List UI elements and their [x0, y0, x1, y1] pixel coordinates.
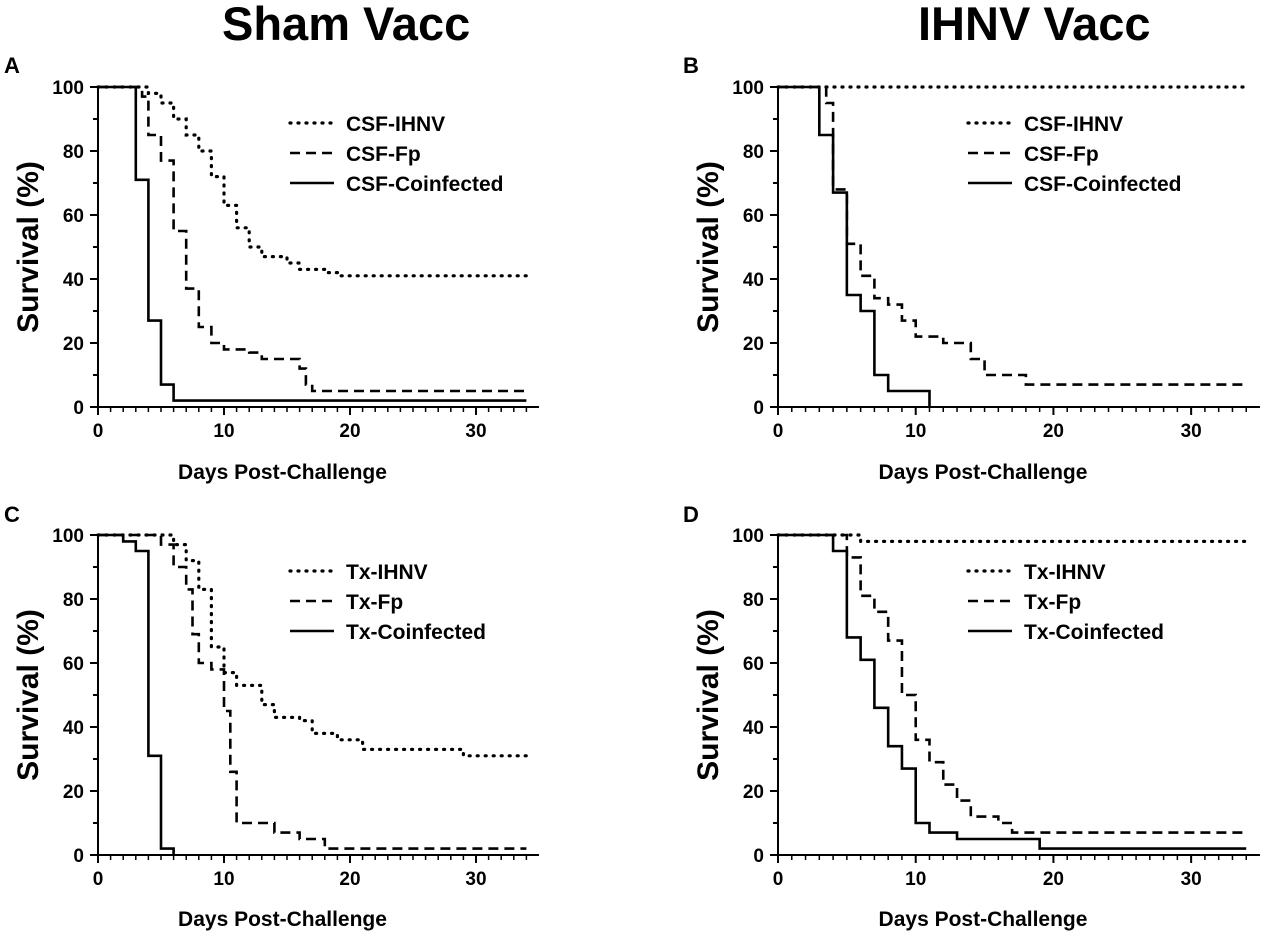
panel-c: C 0 20 40 60 80 100 0 10 20 30 Days Post-Challenge S…: [4, 502, 539, 931]
y-tick-label: 100: [52, 526, 84, 547]
y-axis-title: Survival (%): [692, 609, 725, 781]
y-tick-label: 0: [753, 398, 764, 419]
x-tick-label: 0: [93, 869, 104, 890]
y-tick-label: 80: [743, 142, 764, 163]
y-tick-label: 20: [63, 782, 84, 803]
legend-label: Tx-IHNV: [1024, 561, 1106, 584]
legend-label: CSF-Fp: [1024, 143, 1099, 166]
series-line-csf-fp: [98, 85, 527, 393]
x-axis-title: Days Post-Challenge: [178, 461, 387, 484]
legend-label: CSF-Fp: [346, 143, 421, 166]
y-tick-label: 40: [743, 270, 764, 291]
legend-label: Tx-Coinfected: [1024, 621, 1164, 644]
y-tick-label: 40: [63, 718, 84, 739]
series-line-csf-coinfected: [778, 85, 931, 407]
legend-label: Tx-IHNV: [346, 561, 428, 584]
x-tick-label: 10: [905, 869, 926, 890]
y-axis-title: Survival (%): [12, 609, 45, 781]
y-tick-label: 60: [743, 206, 764, 227]
panel-b: B 0 20 40 60 80 100 0 10 20 30 Days Post-Challenge S…: [683, 53, 1260, 484]
y-tick-label: 60: [63, 206, 84, 227]
y-tick-label: 100: [52, 78, 84, 99]
legend-label: Tx-Coinfected: [346, 621, 486, 644]
series-line-tx-coinfected: [98, 533, 175, 855]
x-tick-label: 0: [773, 421, 784, 442]
x-tick-label: 10: [213, 869, 234, 890]
panel-d: D 0 20 40 60 80 100 0 10 20 30 Days Post-Challenge S…: [683, 502, 1260, 931]
x-tick-label: 0: [773, 869, 784, 890]
series-line-csf-fp: [778, 85, 1247, 386]
y-tick-label: 100: [732, 526, 764, 547]
panel-label: A: [4, 53, 20, 78]
legend-label: CSF-IHNV: [1024, 113, 1123, 136]
y-axis-title: Survival (%): [12, 161, 45, 333]
y-tick-label: 40: [63, 270, 84, 291]
x-axis-title: Days Post-Challenge: [879, 908, 1088, 931]
y-tick-label: 100: [732, 78, 764, 99]
series-line-csf-ihnv: [96, 85, 528, 278]
series-line-tx-ihnv: [776, 533, 1248, 547]
x-tick-label: 30: [1181, 869, 1202, 890]
y-tick-label: 0: [73, 846, 84, 867]
series-line-tx-ihnv: [96, 533, 528, 764]
series-line-tx-fp: [98, 533, 527, 850]
legend-label: CSF-IHNV: [346, 113, 445, 136]
y-tick-label: 20: [743, 782, 764, 803]
x-tick-label: 0: [93, 421, 104, 442]
panel-label: B: [683, 53, 699, 78]
column-title-ihnv-vacc: IHNV Vacc: [918, 0, 1151, 50]
y-tick-label: 60: [63, 654, 84, 675]
y-tick-label: 0: [73, 398, 84, 419]
y-tick-label: 80: [63, 142, 84, 163]
series-line-tx-coinfected: [778, 533, 1247, 850]
x-tick-label: 30: [465, 869, 486, 890]
x-tick-label: 30: [465, 421, 486, 442]
legend-label: Tx-Fp: [346, 591, 403, 614]
y-tick-label: 0: [753, 846, 764, 867]
x-tick-label: 10: [213, 421, 234, 442]
x-tick-label: 10: [905, 421, 926, 442]
legend-label: CSF-Coinfected: [1024, 173, 1182, 196]
series-line-tx-fp: [778, 533, 1247, 834]
x-axis-title: Days Post-Challenge: [178, 908, 387, 931]
legend-label: Tx-Fp: [1024, 591, 1081, 614]
x-axis-title: Days Post-Challenge: [879, 461, 1088, 484]
y-tick-label: 20: [743, 334, 764, 355]
x-tick-label: 20: [339, 421, 360, 442]
y-axis-title: Survival (%): [692, 161, 725, 333]
x-tick-label: 30: [1181, 421, 1202, 442]
x-tick-label: 20: [339, 869, 360, 890]
series-line-csf-coinfected: [98, 85, 527, 402]
panel-label: D: [683, 502, 699, 527]
y-tick-label: 20: [63, 334, 84, 355]
y-tick-label: 80: [743, 590, 764, 611]
y-tick-label: 60: [743, 654, 764, 675]
y-tick-label: 40: [743, 718, 764, 739]
x-tick-label: 20: [1043, 869, 1064, 890]
panel-a: A 0 20 40 60 80 100 0 10 20 30 Days Post-Challenge S…: [4, 53, 539, 484]
column-title-sham-vacc: Sham Vacc: [222, 0, 471, 50]
legend-label: CSF-Coinfected: [346, 173, 504, 196]
x-tick-label: 20: [1043, 421, 1064, 442]
y-tick-label: 80: [63, 590, 84, 611]
panel-label: C: [4, 502, 20, 527]
